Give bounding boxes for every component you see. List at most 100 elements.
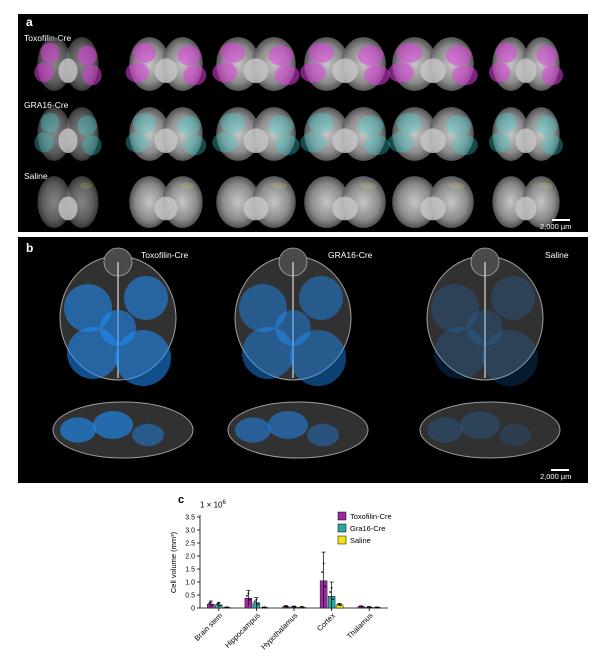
data-point: [322, 562, 325, 565]
coronal-section: [300, 107, 390, 161]
x-tick-label: Cortex: [315, 611, 337, 633]
data-point: [321, 571, 323, 574]
data-point: [299, 606, 302, 608]
coronal-section: [300, 37, 390, 91]
data-point: [208, 602, 211, 605]
coronal-section: [304, 176, 386, 228]
y-tick-label: 3.5: [185, 515, 195, 522]
data-point: [360, 605, 363, 608]
data-point: [217, 602, 220, 605]
data-point: [224, 606, 227, 609]
y-tick-label: 1.0: [185, 580, 195, 587]
scale-label-b: 2,000 µm: [540, 472, 572, 481]
panel-b-title-toxofilin: Toxofilin-Cre: [141, 250, 189, 260]
scale-bar-b: [551, 469, 569, 471]
data-point: [332, 598, 334, 601]
legend-label: Gra16-Cre: [350, 524, 385, 533]
coronal-section: [489, 107, 563, 161]
coronal-svg: [34, 37, 563, 228]
x-tick-label: Brain stem: [192, 611, 224, 643]
data-point: [374, 606, 377, 609]
panel-a: a Toxofilin-Cre GRA16-Cre Saline 2,000 µ…: [18, 14, 588, 232]
y-tick-label: 3.0: [185, 528, 195, 535]
coronal-section: [129, 176, 203, 228]
y-multiplier: 1 × 106: [200, 500, 226, 510]
data-point: [216, 603, 219, 605]
data-point: [330, 586, 333, 589]
data-point: [283, 605, 286, 608]
panel-b-title-gra16: GRA16-Cre: [328, 250, 373, 260]
y-tick-label: 1.5: [185, 567, 195, 574]
data-point: [337, 603, 339, 606]
scale-bar-a: [552, 219, 570, 221]
panel-c-label: c: [178, 494, 185, 506]
coronal-section: [489, 37, 563, 91]
y-axis-label: Cell volume (mm³): [169, 531, 178, 593]
data-point: [249, 598, 251, 601]
coronal-section: [34, 107, 102, 161]
data-point: [293, 605, 295, 608]
data-point: [209, 601, 212, 604]
coronal-section: [212, 37, 300, 91]
data-point: [247, 592, 250, 595]
data-point: [291, 605, 294, 608]
data-point: [294, 606, 297, 609]
scale-label-a: 2,000 µm: [540, 222, 572, 231]
data-point: [366, 606, 369, 608]
data-point: [246, 594, 248, 597]
data-point: [257, 602, 259, 605]
data-point: [377, 606, 380, 609]
data-point: [369, 606, 372, 609]
coronal-section: [125, 37, 207, 91]
data-point: [265, 606, 267, 609]
panel-b-title-saline: Saline: [545, 250, 569, 260]
data-point: [302, 606, 305, 609]
x-tick-label: Thalamus: [345, 611, 375, 641]
legend-swatch: [337, 523, 347, 533]
data-point: [285, 605, 287, 607]
data-point: [225, 606, 228, 609]
y-tick-label: 0.5: [185, 593, 195, 600]
panel-a-label: a: [26, 15, 33, 29]
data-point: [358, 605, 361, 608]
data-point: [262, 606, 264, 609]
data-point: [340, 604, 342, 607]
data-point: [263, 606, 266, 609]
data-point: [301, 606, 303, 608]
coronal-section: [125, 107, 207, 161]
coronal-section: [392, 176, 474, 228]
x-tick-label: Hippocampus: [223, 611, 262, 650]
legend-label: Toxofilin-Cre: [350, 512, 392, 521]
y-tick-label: 2.5: [185, 541, 195, 548]
legend-label: Saline: [350, 536, 371, 545]
coronal-section: [492, 176, 560, 228]
row-label-gra16: GRA16-Cre: [24, 100, 69, 110]
y-tick-label: 2.0: [185, 554, 195, 561]
x-tick-label: Hypothalamus: [259, 611, 299, 651]
coronal-section: [388, 37, 478, 91]
legend-swatch: [337, 535, 347, 545]
data-point: [361, 605, 364, 608]
data-point: [286, 606, 289, 608]
legend-swatch: [337, 511, 347, 521]
coronal-section-grid: [18, 14, 588, 232]
data-point: [338, 603, 341, 605]
data-point: [255, 598, 258, 601]
data-point: [211, 603, 214, 606]
data-point: [219, 604, 222, 607]
coronal-section: [34, 37, 102, 91]
coronal-section: [37, 176, 99, 228]
coronal-section: [388, 107, 478, 161]
panel-b-label: b: [26, 241, 34, 255]
row-label-saline: Saline: [24, 171, 48, 181]
row-label-toxofilin: Toxofilin-Cre: [24, 33, 72, 43]
coronal-section: [212, 107, 300, 161]
data-point: [324, 585, 326, 588]
data-point: [254, 600, 256, 603]
data-point: [368, 606, 371, 608]
y-tick-label: 0: [191, 606, 195, 613]
coronal-section: [216, 176, 296, 228]
data-point: [227, 606, 230, 609]
data-point: [329, 591, 331, 593]
